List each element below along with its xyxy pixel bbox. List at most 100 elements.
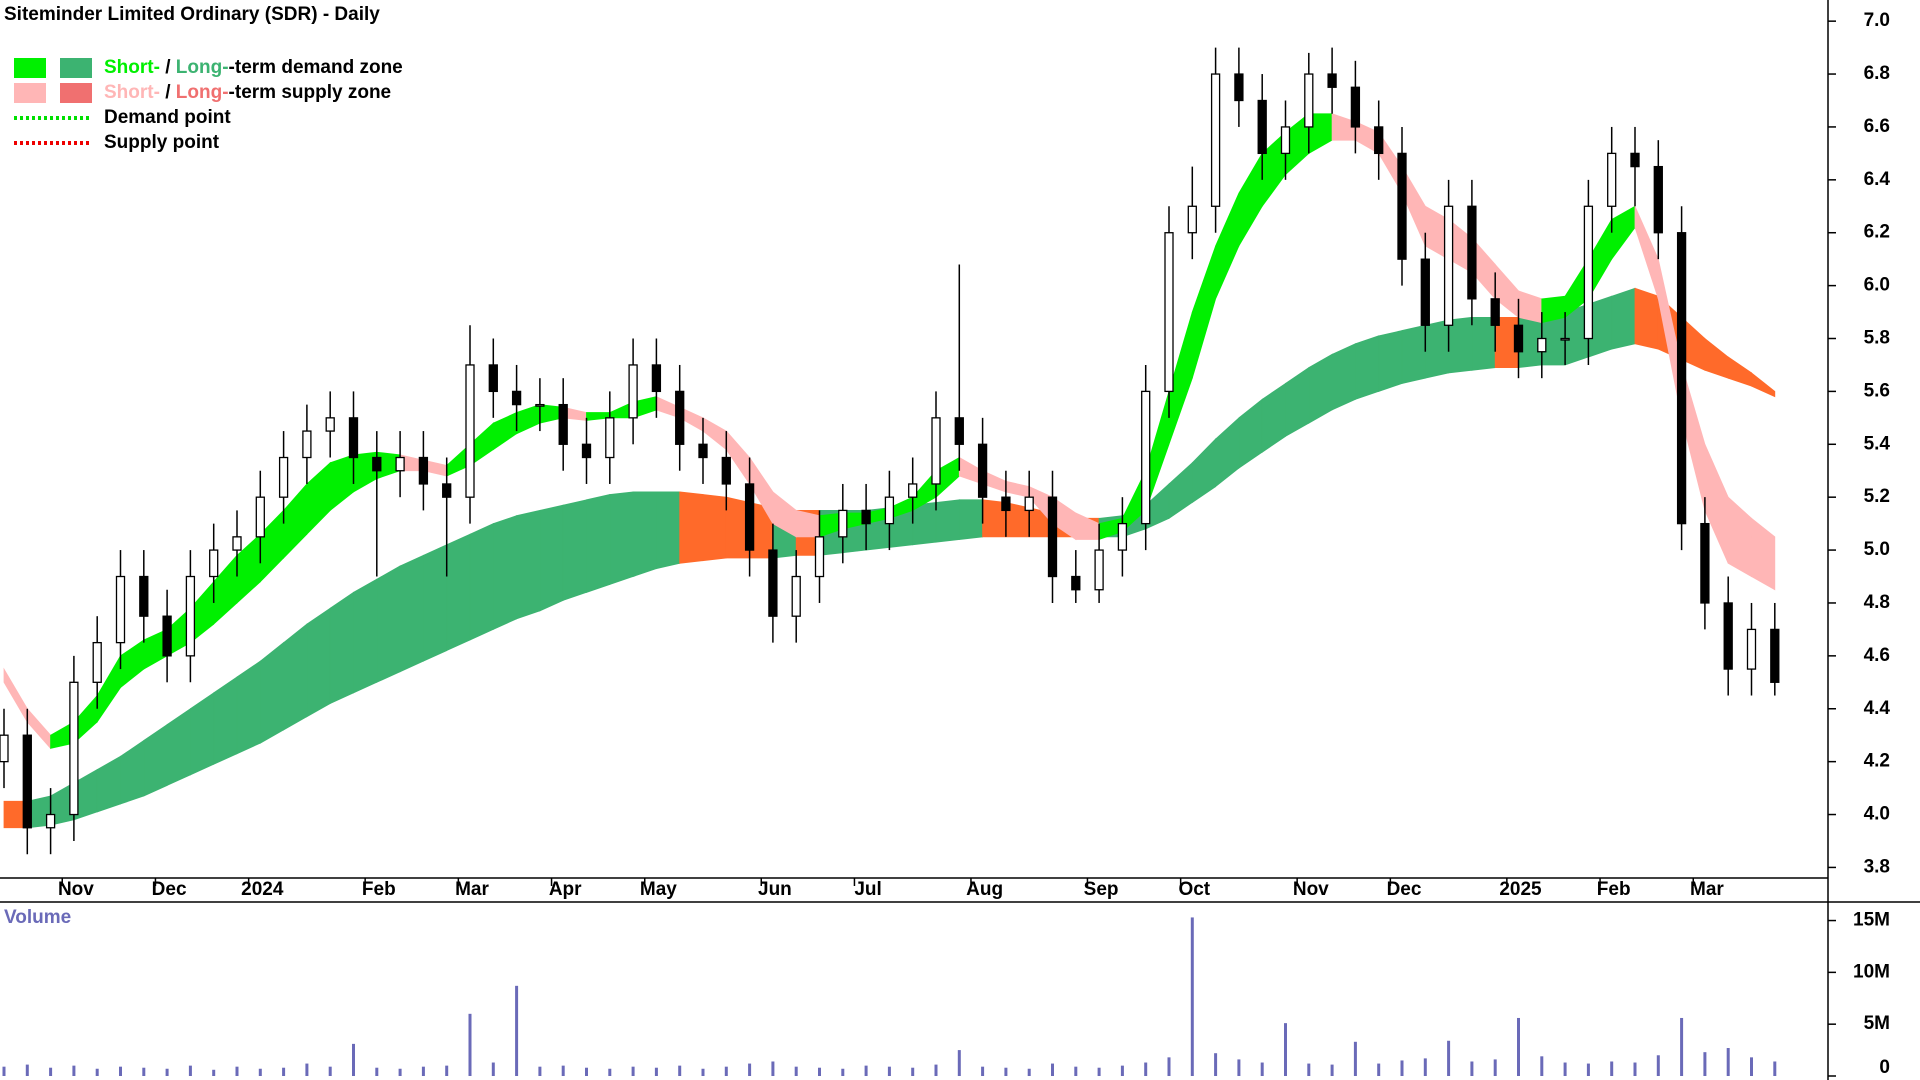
candle-body	[1397, 152, 1407, 260]
candle-body	[278, 456, 289, 498]
candle-body	[1723, 602, 1733, 670]
volume-bar	[1330, 1064, 1334, 1076]
candle-body	[395, 456, 405, 472]
volume-bar	[1773, 1061, 1777, 1076]
candle-body	[115, 575, 126, 644]
candle-body	[1187, 205, 1197, 234]
candle-body	[302, 430, 312, 459]
volume-bar	[911, 1067, 915, 1076]
candle-body	[768, 549, 778, 617]
candle-body	[511, 390, 522, 406]
long-term-band-segment	[492, 515, 517, 631]
x-tick-label: Aug	[966, 879, 1003, 900]
legend-label: Supply point	[104, 132, 220, 153]
candle-body	[1047, 496, 1058, 578]
volume-bar	[724, 1066, 728, 1076]
volume-bar	[1726, 1048, 1730, 1076]
x-tick-label: Jul	[854, 879, 881, 900]
volume-bar	[235, 1066, 239, 1076]
long-term-band-segment	[609, 491, 634, 586]
legend-swatch	[60, 58, 92, 78]
candle-body	[838, 509, 848, 538]
volume-bar	[887, 1066, 891, 1076]
volume-bar	[1214, 1053, 1218, 1076]
legend-label-part: -term supply zone	[229, 82, 392, 103]
volume-bar	[491, 1062, 495, 1076]
volume-bar	[1260, 1062, 1264, 1076]
volume-bar	[398, 1068, 402, 1076]
long-term-band-segment	[399, 554, 424, 673]
candle-body	[1374, 126, 1384, 155]
long-term-band-segment	[1611, 287, 1636, 350]
x-tick-label: Mar	[455, 879, 489, 900]
volume-bar	[1493, 1059, 1497, 1076]
volume-bar	[1563, 1062, 1567, 1076]
legend-label-part: Long-	[176, 57, 229, 78]
y-tick-label: 4.0	[1864, 804, 1890, 825]
candle-body	[255, 496, 265, 538]
legend-label-part: Long-	[176, 82, 229, 103]
candle-body	[1350, 86, 1361, 128]
candle-body	[1583, 205, 1594, 340]
x-tick-label: Mar	[1690, 879, 1724, 900]
candle-body	[1537, 337, 1547, 353]
long-term-band-segment	[1401, 324, 1426, 384]
volume-bar	[165, 1068, 169, 1076]
volume-bar	[1517, 1017, 1520, 1076]
long-term-band-segment	[935, 499, 960, 543]
candle-body	[1560, 337, 1570, 341]
volume-bar	[1284, 1023, 1287, 1076]
volume-bar	[1423, 1058, 1427, 1076]
volume-bar	[934, 1064, 938, 1076]
candle-body	[581, 443, 592, 459]
candle-body	[45, 813, 56, 829]
volume-bar	[701, 1068, 705, 1076]
long-term-band-segment	[1378, 330, 1403, 392]
volume-bar	[515, 985, 519, 1076]
volume-bar	[1190, 917, 1194, 1076]
volume-bar	[1144, 1062, 1148, 1076]
legend-label-part: Short-	[104, 82, 160, 103]
y-tick-label: 5M	[1864, 1013, 1890, 1034]
candle-body	[209, 549, 219, 578]
candle-body	[814, 536, 825, 578]
candle-body	[605, 417, 615, 459]
y-tick-label: 0	[1879, 1057, 1890, 1078]
volume-title: Volume	[4, 907, 71, 928]
candle-body	[744, 483, 755, 551]
x-tick-label: May	[640, 879, 677, 900]
x-tick-label: Nov	[1293, 879, 1329, 900]
volume-bar	[841, 1068, 845, 1076]
volume-bar	[72, 1065, 76, 1076]
volume-bar	[212, 1069, 216, 1076]
candle-body	[139, 575, 149, 617]
volume-bar	[375, 1067, 379, 1076]
x-tick-label: 2024	[241, 879, 284, 900]
candle-body	[1700, 522, 1710, 604]
volume-bar	[1004, 1067, 1008, 1076]
volume-bar	[1353, 1041, 1357, 1076]
candle-body	[1513, 324, 1524, 353]
volume-bar	[538, 1066, 542, 1076]
volume-bar	[631, 1066, 635, 1076]
volume-bar	[95, 1068, 99, 1076]
legend-label-part: Short-	[104, 57, 160, 78]
volume-bar	[188, 1065, 192, 1076]
long-term-band-segment	[446, 533, 471, 652]
volume-bar	[1167, 1057, 1171, 1076]
long-term-band-segment	[283, 623, 308, 731]
candle-body	[1071, 575, 1081, 591]
candle-body	[675, 390, 685, 445]
candle-body	[884, 496, 895, 525]
volume-bar	[445, 1065, 449, 1076]
long-term-band-segment	[516, 509, 541, 620]
long-term-band-segment	[656, 491, 681, 570]
legend-label: Short- / Long--term demand zone	[104, 57, 403, 78]
volume-bar	[585, 1067, 588, 1076]
candle-body	[1443, 205, 1454, 326]
y-tick-label: 10M	[1853, 961, 1890, 982]
volume-bar	[794, 1066, 798, 1076]
long-term-band-segment	[1355, 335, 1380, 400]
long-term-band-segment	[958, 499, 983, 540]
